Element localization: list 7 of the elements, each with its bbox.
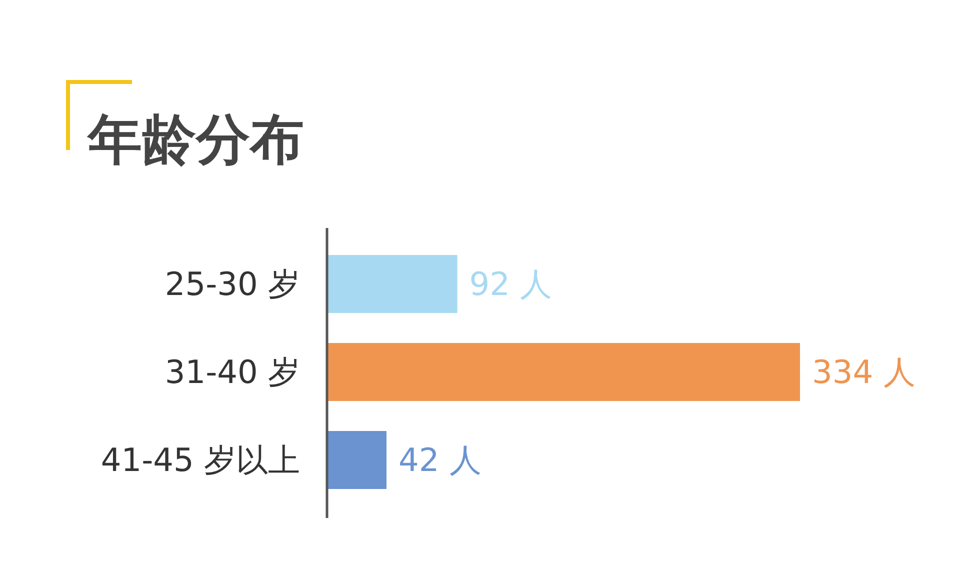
data-label: 334 人 — [812, 353, 916, 391]
data-label: 42 人 — [398, 441, 482, 479]
chart-title: 年龄分布 — [86, 108, 304, 171]
data-label: 92 人 — [469, 265, 552, 303]
y-tick-label: 31-40 岁 — [164, 353, 300, 391]
y-tick-label: 41-45 岁以上 — [100, 441, 300, 479]
y-tick-label: 25-30 岁 — [164, 265, 300, 303]
